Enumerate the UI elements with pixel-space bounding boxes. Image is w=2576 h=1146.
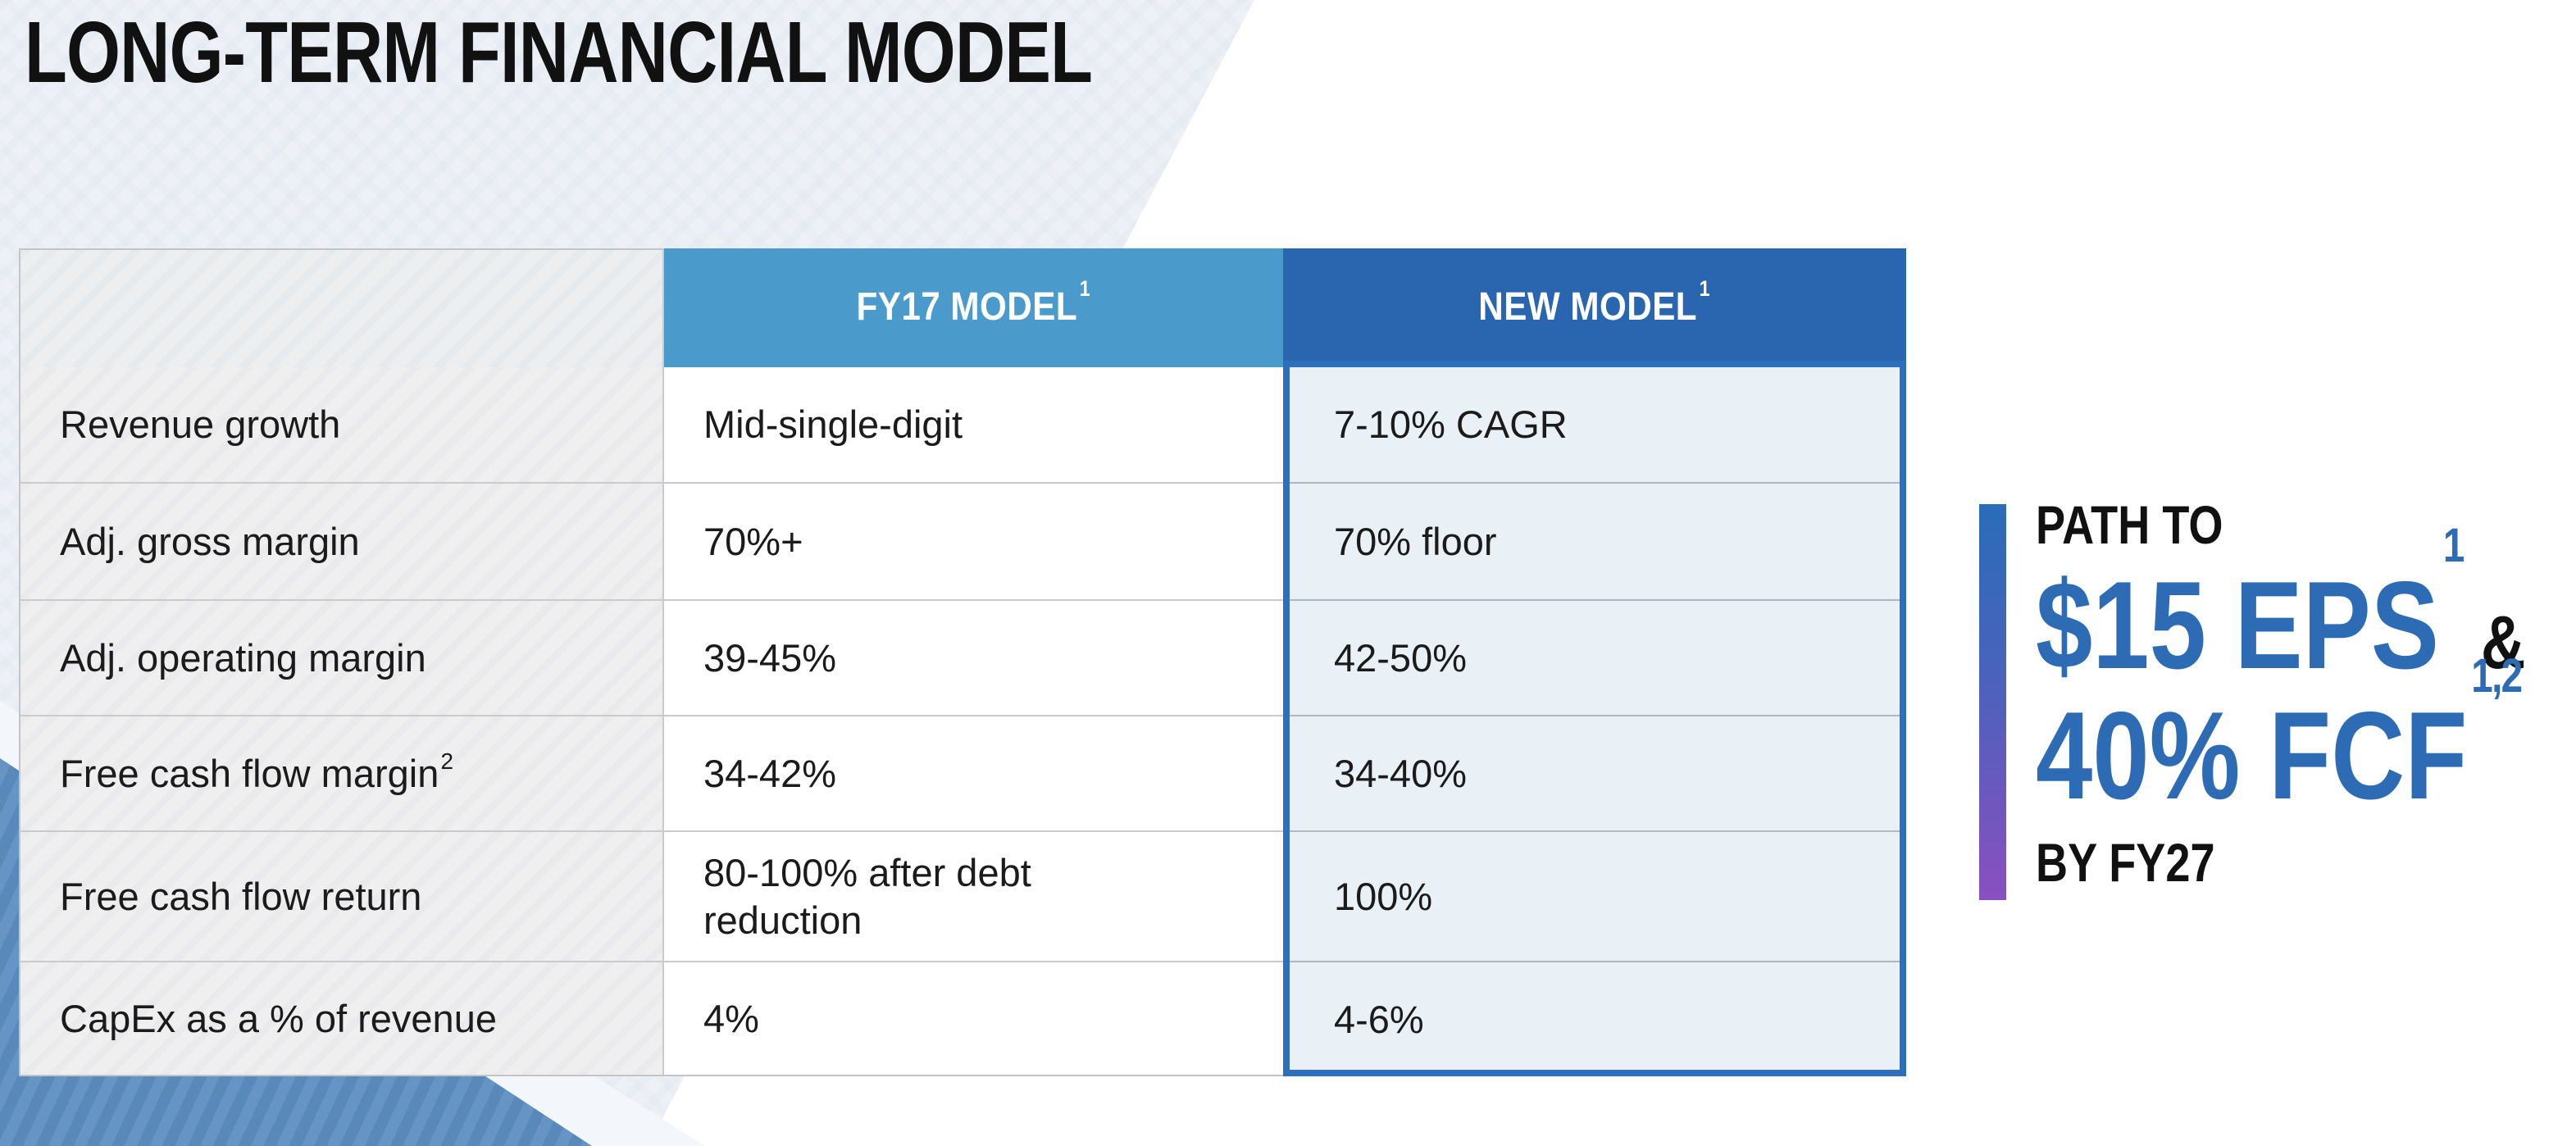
fy17-value-capex: 4% <box>664 961 1283 1076</box>
table-corner-cell <box>19 248 664 367</box>
column-header-new-model: NEW MODEL1 <box>1283 248 1906 367</box>
callout-footer: BY FY27 <box>2036 832 2215 894</box>
path-to-callout: PATH TO $15 EPS1& 40% FCF1,2 BY FY27 <box>2036 493 2576 894</box>
new-model-value-free-cash-flow-margin: 34-40% <box>1283 715 1906 830</box>
new-model-value-free-cash-flow-return: 100% <box>1283 830 1906 961</box>
column-header-fy17-model: FY17 MODEL 1 <box>664 248 1283 367</box>
row-label-capex: CapEx as a % of revenue <box>19 961 664 1076</box>
fy17-value-free-cash-flow-return: 80-100% after debt reduction <box>664 830 1283 961</box>
callout-accent-bar <box>1979 504 2006 900</box>
callout-eps-target: $15 EPS1& <box>2036 521 2576 689</box>
ampersand: & <box>2481 601 2526 684</box>
fy17-value-adj-gross-margin: 70%+ <box>664 482 1283 599</box>
footnote-marker: 2 <box>440 747 454 774</box>
column-header-new-label: NEW MODEL1 <box>1478 276 1711 330</box>
footnote-marker: 1 <box>2442 519 2464 573</box>
fy17-value-revenue-growth: Mid-single-digit <box>664 367 1283 482</box>
fy17-value-free-cash-flow-margin: 34-42% <box>664 715 1283 830</box>
footnote-marker: 1,2 <box>2471 649 2523 703</box>
new-model-value-capex: 4-6% <box>1283 961 1906 1076</box>
footnote-marker: 1 <box>1079 276 1091 302</box>
row-label-adj-gross-margin: Adj. gross margin <box>19 482 664 599</box>
callout-kicker: PATH TO <box>2036 494 2223 555</box>
fcf-value: 40% FCF <box>2036 686 2468 826</box>
new-model-value-revenue-growth: 7-10% CAGR <box>1283 367 1906 482</box>
new-model-value-adj-gross-margin: 70% floor <box>1283 482 1906 599</box>
row-label-adj-operating-margin: Adj. operating margin <box>19 599 664 715</box>
row-label-free-cash-flow-margin: Free cash flow margin 2 <box>19 715 664 830</box>
row-label-free-cash-flow-return: Free cash flow return <box>19 830 664 961</box>
callout-fcf-target: 40% FCF1,2 <box>2036 652 2576 820</box>
column-header-fy17-label: FY17 MODEL 1 <box>856 276 1091 330</box>
eps-value: $15 EPS <box>2036 556 2439 695</box>
new-model-value-adj-operating-margin: 42-50% <box>1283 599 1906 715</box>
footnote-marker: 1 <box>1700 276 1711 302</box>
page-title: LONG-TERM FINANCIAL MODEL <box>25 4 1093 101</box>
financial-model-table: FY17 MODEL 1 NEW MODEL1 Revenue growth Mi… <box>19 248 1906 1076</box>
fy17-value-adj-operating-margin: 39-45% <box>664 599 1283 715</box>
row-label-revenue-growth: Revenue growth <box>19 367 664 482</box>
